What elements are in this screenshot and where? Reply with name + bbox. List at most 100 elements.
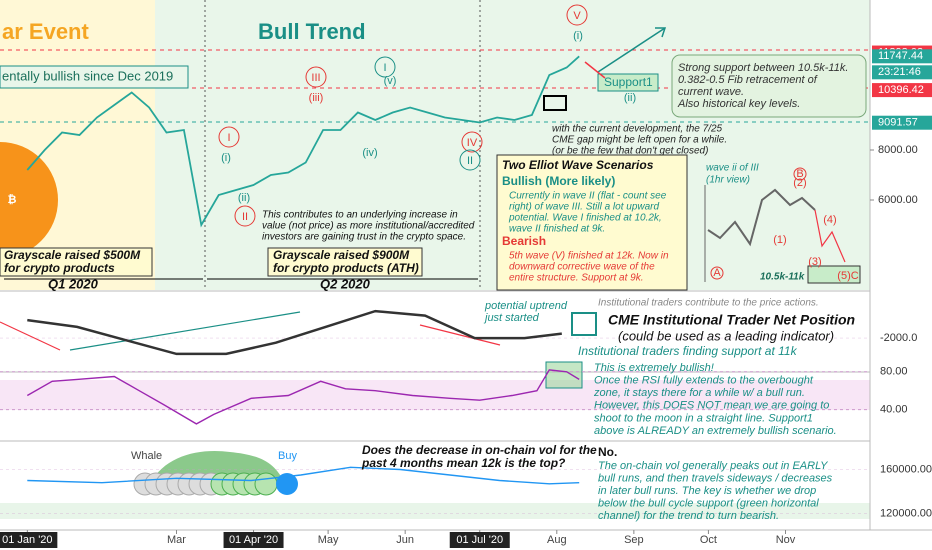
trend-arrow <box>0 321 61 351</box>
price-tag-label: 9091.57 <box>878 117 918 129</box>
trend-arrow <box>419 324 501 346</box>
annotation: 5th wave (V) finished at 12k. Now in <box>509 251 669 262</box>
cme-panel <box>0 292 870 372</box>
inset-label: (1) <box>773 234 786 246</box>
y-tick-label: 8000.00 <box>878 144 918 156</box>
x-tick-label: Sep <box>624 534 644 546</box>
wave-circle <box>459 149 481 171</box>
annotation: entally bullish since Dec 2019 <box>2 68 173 83</box>
wave-label: (ii) <box>624 92 636 104</box>
rsi-band <box>0 380 870 410</box>
annotation: However, this DOES NOT mean we are going… <box>594 400 829 412</box>
x-tick-label: Oct <box>700 534 717 546</box>
wave-label: II <box>242 211 248 223</box>
wave-label: (i) <box>573 30 583 42</box>
x-tick-label: Nov <box>776 534 796 546</box>
price-tag-label: 11747.44 <box>878 50 923 62</box>
wave-label: (i) <box>221 152 231 164</box>
y-tick-label: 40.00 <box>880 404 908 416</box>
annotation: value (not price) as more institutional/… <box>262 221 475 232</box>
annotation: potential. Wave I finished at 10.2k, <box>508 213 662 224</box>
support-channel <box>0 503 870 519</box>
note-box <box>0 65 189 89</box>
price-tag <box>872 115 932 130</box>
annotation: just started <box>483 312 540 324</box>
y-tick-label: 6000.00 <box>878 194 918 206</box>
annotation: Bull Trend <box>258 19 366 44</box>
annotation: Grayscale raised $500M <box>4 248 141 262</box>
annotation: above is ALREADY an extremely bullish sc… <box>594 425 837 437</box>
wave-circle <box>461 131 483 153</box>
inset-zone-box <box>807 265 861 284</box>
cme-box <box>571 312 597 336</box>
annotation: This contributes to an underlying increa… <box>262 210 458 221</box>
x-tick-box <box>449 532 510 548</box>
x-tick-box <box>223 532 284 548</box>
annotation: current wave. <box>678 86 744 98</box>
annotation: Does the decrease in on-chain vol for th… <box>362 443 597 457</box>
countdown-tag <box>872 65 932 80</box>
dot <box>276 473 298 495</box>
inset-sketch <box>707 188 816 247</box>
annotation: Strong support between 10.5k-11k. <box>678 62 848 74</box>
annotation: right) of wave III. Still a lot upward <box>509 202 660 213</box>
annotation: Institutional traders finding support at… <box>578 344 798 358</box>
annotation: CME Institutional Trader Net Position <box>608 312 855 328</box>
callout-box <box>671 54 867 118</box>
inset-circle <box>710 266 724 280</box>
annotation: Also historical key levels. <box>677 98 800 110</box>
inset-label: B <box>796 168 803 180</box>
scenario-box <box>496 154 688 291</box>
annotation: with the current development, the 7/25 <box>552 124 723 135</box>
volume-line <box>27 466 580 485</box>
wave-label: I <box>227 132 230 144</box>
annotation: for crypto products (ATH) <box>273 261 419 275</box>
x-tick-box <box>0 532 58 548</box>
annotation: downward corrective wave of the <box>509 262 655 273</box>
gap-box <box>543 95 567 111</box>
wave-label: (ii) <box>238 192 250 204</box>
annotation: CME gap might be left open for a while. <box>552 135 727 146</box>
support-box <box>597 73 659 92</box>
annotation: wave II finished at 9k. <box>509 224 605 235</box>
rsi-line <box>26 369 580 425</box>
x-tick-label: Aug <box>547 534 567 546</box>
wave-label: (iii) <box>309 92 324 104</box>
annotation: 0.382-0.5 Fib retracement of <box>678 74 818 86</box>
bitcoin-logo <box>0 142 58 258</box>
annotation: 10.5k-11k <box>760 272 805 283</box>
annotation: Bullish (More likely) <box>502 174 615 188</box>
x-tick-label: 01 Jul '20 <box>456 534 503 546</box>
price-tag <box>872 49 932 64</box>
wave-label: IV <box>467 137 478 149</box>
annotation: Two Elliot Wave Scenarios <box>502 158 654 172</box>
annotation: Support1 <box>604 75 653 89</box>
annotation: (1hr view) <box>706 175 750 186</box>
x-tick-label: 01 Apr '20 <box>229 534 278 546</box>
wave-circle <box>566 4 588 26</box>
price-line <box>26 55 580 228</box>
wave-label: III <box>311 72 320 84</box>
annotation: Whale <box>131 450 162 462</box>
inset-label: (2) <box>793 177 806 189</box>
annotation: shoot to the moon in a straight line. Su… <box>594 412 813 424</box>
price-tag <box>872 83 932 98</box>
annotation: past 4 months mean 12k is the top? <box>361 456 566 470</box>
trend-arrow <box>69 311 301 351</box>
arrow-head <box>655 27 667 38</box>
annotation: bull runs, and then travels sideways / d… <box>598 472 833 484</box>
inset-label: (4) <box>823 214 836 226</box>
note-box <box>0 247 153 277</box>
annotation: Once the RSI fully extends to the overbo… <box>594 375 814 387</box>
annotation: for crypto products <box>4 261 115 275</box>
annotation: No. <box>598 445 617 459</box>
annotation: Institutional traders contribute to the … <box>598 298 819 309</box>
x-tick-label: May <box>318 534 339 546</box>
annotation: Bearish <box>502 234 546 248</box>
annotation: This is extremely bullish! <box>594 362 714 374</box>
annotation: The on-chain vol generally peaks out in … <box>598 460 828 472</box>
accumulation-dots <box>133 472 298 496</box>
inset-label: (5)C <box>837 270 858 282</box>
logo-glyph: ₿ <box>8 194 17 206</box>
annotation: (or be the few that don't get closed) <box>552 146 708 157</box>
